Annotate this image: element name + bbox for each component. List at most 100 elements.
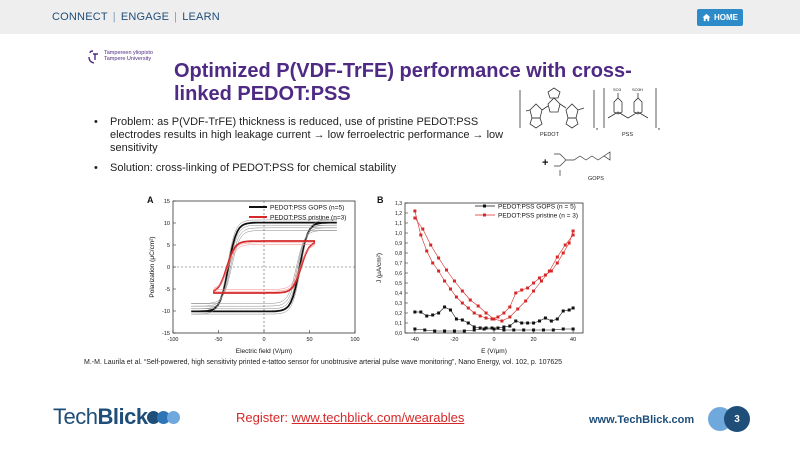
chart-b-point: [460, 301, 464, 305]
chart-b-point: [437, 311, 441, 315]
pss-n-label: n: [658, 126, 660, 131]
chart-b-point: [502, 328, 506, 332]
nav-connect[interactable]: CONNECT: [52, 11, 108, 23]
chart-b-ytick-label: 0,3: [395, 301, 402, 307]
chart-b-point: [522, 328, 526, 332]
pss-so3h-label: SO3H: [632, 87, 643, 92]
chart-a-xtick-label: -50: [215, 337, 223, 343]
chart-b-ytick-label: 0,0: [395, 331, 402, 337]
chart-b-point: [490, 317, 494, 321]
chart-b-point: [496, 315, 500, 319]
logo-line-1: Tampereen yliopisto: [104, 50, 153, 56]
chart-b-panel-label: B: [377, 195, 384, 205]
chart-b-point: [421, 227, 425, 231]
chart-a-xtick-label: -100: [167, 337, 178, 343]
chart-b-point: [437, 269, 441, 273]
site-url[interactable]: www.TechBlick.com: [589, 414, 695, 426]
chart-b-point: [561, 309, 565, 313]
chart-b-xtick-label: 0: [492, 337, 495, 343]
chart-b-point: [454, 317, 458, 321]
chart-b-point: [567, 308, 571, 312]
chart-a-xlabel: Electric field (V/μm): [236, 348, 292, 355]
chart-a-ytick-label: 15: [164, 199, 170, 205]
chart-b-series-line-2: [414, 210, 574, 320]
chart-a-loop-pristine: [213, 242, 315, 292]
chart-b-xlabel: E (V/μm): [481, 348, 507, 355]
chart-b-ytick-label: 0,2: [395, 311, 402, 317]
chart-b-point: [437, 256, 441, 260]
chart-a-ytick-label: -15: [162, 331, 170, 337]
bullet-text-solution: Solution: cross-linking of PEDOT:PSS for…: [110, 162, 397, 174]
pss-label: PSS: [622, 132, 633, 138]
chart-b-point: [445, 268, 449, 272]
chart-b-point: [555, 255, 559, 259]
chart-b-point: [532, 289, 536, 293]
chart-a-series: [191, 219, 337, 315]
chart-b-axes: -40 -20 0 20 40 0,0 0,1 0,2 0,3 0,4 0,5 0,6 0,7 0,8 0,…: [395, 201, 576, 343]
chart-b-point: [448, 287, 452, 291]
chart-b-point: [413, 327, 417, 331]
nav-engage[interactable]: ENGAGE: [120, 11, 170, 23]
pedot-structure: [519, 87, 595, 129]
chart-b-point: [526, 321, 530, 325]
slide-title: Optimized P(VDF-TrFE) performance with c…: [174, 60, 632, 105]
chart-b-point: [419, 310, 423, 314]
chart-b-point: [466, 306, 470, 310]
chart-a-ytick-label: 10: [164, 221, 170, 227]
chart-b-point: [468, 298, 472, 302]
chart-b-ytick-label: 0,6: [395, 271, 402, 277]
chart-a-panel-label: A: [147, 195, 154, 205]
chart-b-point: [484, 316, 488, 320]
register-link[interactable]: www.techblick.com/wearables: [291, 410, 465, 425]
chart-b-point: [448, 308, 452, 312]
chart-a-xtick-label: 50: [306, 337, 312, 343]
chart-b-ytick-label: 0,8: [395, 251, 402, 257]
chart-b-point: [484, 326, 488, 330]
chart-b-point: [452, 279, 456, 283]
chart-a-legend-pristine: PEDOT:PSS pristine (n=3): [270, 215, 346, 222]
chart-a-xtick-label: 100: [350, 337, 359, 343]
chart-b-legend-marker-pristine: [483, 213, 486, 217]
chart-b-point: [567, 241, 571, 245]
nav-learn[interactable]: LEARN: [182, 11, 220, 23]
register-label: Register:: [236, 410, 292, 425]
chart-b-point: [425, 249, 429, 253]
chart-b-point: [571, 229, 575, 233]
home-button[interactable]: HOME: [697, 9, 743, 26]
chart-b-point: [419, 233, 423, 237]
chart-b-point: [532, 328, 536, 332]
chart-b-point: [537, 319, 541, 323]
chart-b-point: [541, 328, 545, 332]
register-text: Register: www.techblick.com/wearables: [236, 410, 464, 425]
chart-b-point: [502, 325, 506, 329]
chart-b-point: [496, 326, 500, 330]
chart-b-ytick-label: 1,2: [395, 211, 402, 217]
chart-b-point: [460, 318, 464, 322]
chart-b-point: [537, 276, 541, 280]
page-number-badge: 3: [708, 406, 750, 432]
chart-b-point: [520, 288, 524, 292]
chart-b-point: [425, 314, 429, 318]
techblick-logo[interactable]: TechBlick: [53, 404, 180, 430]
home-icon: [702, 13, 711, 22]
chart-b-point: [478, 314, 482, 318]
chart-b-point: [571, 306, 575, 310]
chart-b-point: [539, 279, 543, 283]
bullet-dot: •: [94, 116, 98, 128]
chart-b-xtick-label: -40: [411, 337, 419, 343]
chart-b-point: [482, 327, 486, 331]
chart-b-point: [526, 286, 530, 290]
chart-b-point: [555, 317, 559, 321]
chemical-structures: PEDOT n SO3 SO3H PSS n + GOPS: [519, 87, 660, 182]
bullet-text-problem: Problem: as P(VDF-TrFE) thickness is red…: [110, 116, 504, 154]
chart-a-loop-pristine: [213, 240, 316, 294]
chart-b-point: [543, 273, 547, 277]
chart-b-point: [472, 311, 476, 315]
chart-b-ytick-label: 0,7: [395, 261, 402, 267]
chart-b-point: [508, 305, 512, 309]
chart-b-point: [472, 328, 476, 332]
chart-b-legend-gops: PEDOT:PSS GOPS (n = 5): [498, 204, 576, 211]
chart-a-ylabel: Polarization (μC/cm²): [149, 236, 156, 297]
chart-b-point: [490, 326, 494, 330]
